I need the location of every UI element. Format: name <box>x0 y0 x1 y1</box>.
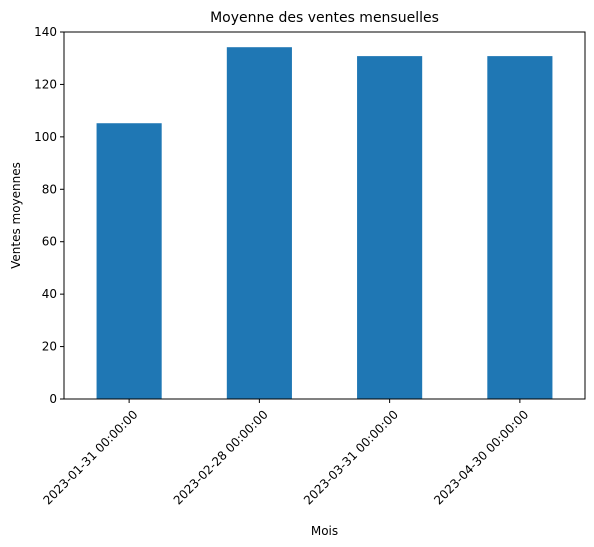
y-tick-label-60: 60 <box>42 235 57 249</box>
axes-frame <box>63 31 586 400</box>
y-tick-label-120: 120 <box>34 77 57 91</box>
y-tick-label-80: 80 <box>42 182 57 196</box>
bars-group <box>96 47 553 400</box>
y-tick-label-140: 140 <box>34 25 57 39</box>
y-axis-label: Ventes moyennes <box>9 162 23 269</box>
bar-1 <box>96 123 162 400</box>
bar-2 <box>226 47 292 399</box>
bar-3 <box>357 56 423 400</box>
y-axis-ticks: 0 20 40 60 80 100 120 140 <box>34 25 64 406</box>
y-tick-label-40: 40 <box>42 287 57 301</box>
x-axis-label: Mois <box>311 524 338 538</box>
y-tick-label-0: 0 <box>49 392 57 406</box>
bar-4 <box>487 56 553 400</box>
y-tick-label-20: 20 <box>42 340 57 354</box>
y-tick-label-100: 100 <box>34 130 57 144</box>
chart-title: Moyenne des ventes mensuelles <box>210 10 439 26</box>
